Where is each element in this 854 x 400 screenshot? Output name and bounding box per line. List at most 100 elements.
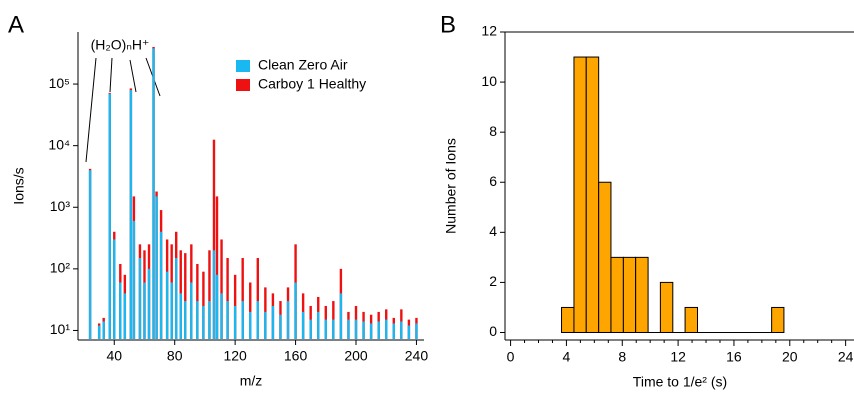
x-tick-label: 20 [782, 349, 798, 365]
y-tick-label: 4 [489, 223, 497, 239]
bar [241, 301, 244, 339]
bar [407, 325, 411, 339]
x-tick-label: 4 [563, 349, 571, 365]
bar [324, 319, 327, 339]
bar [220, 239, 223, 339]
bar [215, 274, 219, 339]
bar [113, 239, 116, 339]
bar [129, 90, 133, 339]
bar [196, 301, 199, 339]
bar [226, 258, 229, 339]
y-tick-label: 8 [489, 123, 497, 139]
x-tick-label: 12 [670, 349, 686, 365]
bar [385, 319, 388, 339]
bar [226, 301, 229, 339]
x-tick-label: 8 [618, 349, 626, 365]
y-tick-label: 6 [489, 173, 497, 189]
bar [317, 311, 320, 339]
bar [684, 306, 699, 333]
bar [233, 305, 237, 339]
bar [585, 56, 600, 333]
bar [159, 231, 163, 339]
bar [392, 323, 395, 339]
bar [208, 301, 211, 339]
x-tick-label: 16 [726, 349, 742, 365]
bar [332, 319, 335, 339]
bar [88, 170, 92, 339]
bar [354, 319, 358, 339]
bar [362, 321, 365, 339]
bar [132, 220, 136, 339]
bar [415, 323, 418, 339]
panel-label: B [440, 11, 456, 38]
legend-label: Carboy 1 Healthy [258, 76, 366, 92]
bar [598, 181, 612, 333]
panel-label: A [8, 11, 24, 38]
bar [184, 253, 187, 339]
bar [123, 293, 127, 339]
bar [573, 56, 587, 333]
x-tick-label: 120 [223, 348, 247, 364]
bar [264, 311, 267, 339]
bar [301, 311, 305, 339]
bar [97, 325, 101, 339]
bar [309, 319, 312, 339]
y-axis-label: Ions/s [11, 167, 27, 204]
y-tick-label: 10³ [50, 198, 71, 214]
bar [220, 293, 223, 339]
bar [155, 196, 158, 339]
bar [249, 282, 252, 339]
x-tick-label: 0 [507, 349, 515, 365]
bar [202, 271, 205, 339]
bar [622, 256, 637, 333]
bar [659, 281, 674, 333]
bar [271, 305, 275, 339]
y-tick-label: 10¹ [50, 321, 71, 337]
bar [215, 196, 219, 339]
bar [108, 93, 111, 339]
bar [635, 256, 649, 333]
legend-swatch [236, 60, 250, 72]
y-tick-label: 10⁵ [49, 75, 70, 91]
y-tick-label: 10 [481, 73, 497, 89]
bar [256, 258, 259, 339]
bar [175, 258, 178, 339]
bar [347, 319, 350, 339]
bar [147, 268, 151, 339]
y-tick-label: 12 [481, 23, 497, 39]
legend-swatch [236, 79, 250, 91]
bar [610, 256, 624, 333]
bar [143, 282, 146, 339]
bar [212, 139, 216, 339]
annotation: (H₂O)ₙH⁺ [91, 37, 150, 53]
bar [339, 293, 343, 339]
x-tick-label: 40 [106, 348, 122, 364]
y-tick-label: 10² [50, 260, 71, 276]
x-axis-label: Time to 1/e² (s) [633, 374, 727, 390]
x-tick-label: 240 [405, 348, 429, 364]
bar [561, 306, 575, 333]
x-tick-label: 80 [167, 348, 183, 364]
bar [256, 301, 259, 339]
bar [369, 323, 373, 339]
x-axis-label: m/z [240, 373, 263, 389]
bar [771, 306, 785, 333]
annotation-lines [85, 57, 161, 163]
bar [212, 250, 216, 339]
bar [279, 314, 282, 339]
bar [184, 301, 187, 339]
y-tick-label: 2 [489, 273, 497, 289]
x-tick-label: 24 [838, 349, 854, 365]
bar [208, 250, 211, 339]
bar [165, 271, 169, 339]
y-tick-label: 10⁴ [48, 136, 70, 152]
bar [249, 311, 252, 339]
bar [170, 282, 173, 339]
bar [102, 321, 105, 339]
bar [400, 321, 403, 339]
bar [152, 48, 155, 339]
bar [190, 282, 193, 339]
legend-label: Clean Zero Air [258, 57, 348, 73]
